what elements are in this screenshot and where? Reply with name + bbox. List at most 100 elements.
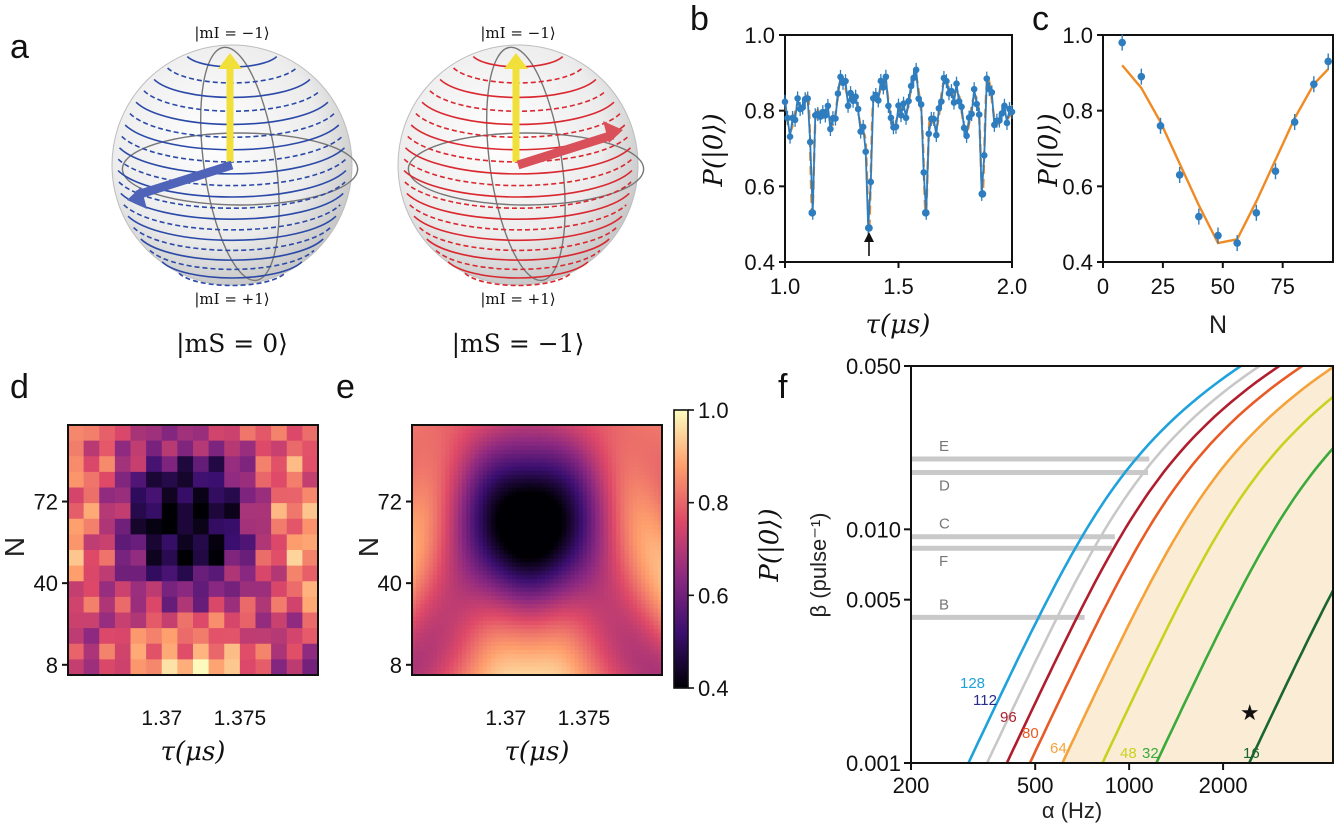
- plot-e-cell: [482, 466, 488, 472]
- plot-e-cell: [420, 520, 426, 526]
- plot-d-cell: [130, 487, 147, 504]
- plot-e-cell: [566, 487, 571, 493]
- plot-e-cell: [645, 508, 651, 514]
- plot-e-cell: [478, 591, 484, 597]
- plot-e-cell: [507, 595, 513, 601]
- plot-e-cell: [416, 633, 421, 639]
- plot-e-cell: [649, 541, 655, 547]
- plot-e-cell: [507, 545, 513, 551]
- plot-e-cell: [591, 429, 596, 434]
- plot-e-cell: [549, 541, 555, 547]
- plot-e-cell: [570, 550, 576, 555]
- plot-e-cell: [445, 466, 451, 472]
- plot-e-cell: [449, 525, 455, 530]
- plot-d-cell: [224, 440, 241, 457]
- plot-e-cell: [566, 583, 571, 589]
- plot-e-cell: [507, 500, 513, 505]
- plot-e-cell: [412, 462, 417, 468]
- plot-e-cell: [537, 429, 542, 434]
- plot-e-cell: [570, 479, 576, 484]
- plot-d-cell: [114, 440, 131, 457]
- plot-e-cell: [482, 529, 488, 534]
- plot-e-cell: [612, 616, 617, 622]
- plot-e-cell: [557, 633, 563, 639]
- plot-e-cell: [428, 575, 434, 580]
- plot-e-cell: [466, 600, 471, 605]
- plot-d-cell: [193, 550, 210, 567]
- plot-e-cell: [445, 616, 451, 622]
- plot-e-cell: [637, 500, 642, 505]
- plot-e-cell: [470, 516, 476, 522]
- plot-e-cell: [453, 491, 459, 497]
- plot-e-cell: [424, 637, 430, 643]
- plot-e-cell: [449, 620, 455, 626]
- plot-e-cell: [441, 425, 446, 430]
- plot-e-cell: [428, 620, 434, 626]
- plot-e-cell: [487, 654, 492, 659]
- plot-e-cell: [503, 425, 509, 430]
- plot-e-cell: [416, 650, 421, 655]
- plot-e-cell: [482, 629, 488, 634]
- plot-e-cell: [566, 558, 571, 564]
- plot-e-cell: [495, 579, 501, 584]
- precession-ring: [117, 158, 347, 187]
- plot-e-cell: [616, 637, 621, 643]
- plot-e-cell: [516, 445, 521, 451]
- plot-e-cell: [578, 658, 584, 664]
- plot-e-cell: [570, 512, 576, 518]
- plot-e-cell: [595, 450, 601, 455]
- plot-e-cell: [503, 458, 509, 464]
- plot-e-cell: [495, 500, 501, 505]
- plot-e-cell: [603, 541, 609, 547]
- plot-e-cell: [632, 620, 638, 626]
- plot-e-cell: [578, 520, 584, 526]
- plot-e-cell: [570, 608, 576, 614]
- plot-e-cell: [445, 641, 451, 647]
- plot-e-cell: [587, 470, 592, 476]
- plot-e-cell: [532, 604, 538, 609]
- plot-e-cell: [462, 595, 467, 601]
- plot-e-cell: [566, 545, 571, 551]
- plot-e-cell: [503, 462, 509, 468]
- plot-e-cell: [578, 529, 584, 534]
- plot-e-cell: [657, 566, 663, 572]
- plot-e-cell: [462, 650, 467, 655]
- plot-e-cell: [541, 666, 546, 672]
- plot-e-cell: [616, 587, 621, 593]
- plot-e-cell: [428, 554, 434, 559]
- plot-e-cell: [570, 537, 576, 543]
- plot-e-cell: [482, 566, 488, 572]
- plot-e-cell: [507, 520, 513, 526]
- plot-d-cell: [239, 503, 256, 520]
- plot-e-cell: [445, 550, 451, 555]
- plot-e-cell: [478, 504, 484, 509]
- plot-e-cell: [432, 654, 438, 659]
- plot-e-cell: [591, 566, 596, 572]
- plot-e-cell: [474, 654, 480, 659]
- plot-e-cell: [424, 616, 430, 622]
- plot-e-cell: [532, 495, 538, 501]
- plot-e-cell: [524, 508, 530, 514]
- plot-e-cell: [570, 433, 576, 439]
- plot-e-cell: [482, 579, 488, 584]
- plot-e-cell: [462, 445, 467, 451]
- plot-e-cell: [432, 633, 438, 639]
- plot-e-cell: [528, 550, 534, 555]
- plot-e-cell: [487, 445, 492, 451]
- plot-e-cell: [449, 454, 455, 459]
- plot-e-cell: [553, 608, 559, 614]
- plot-e-cell: [645, 545, 651, 551]
- plot-e-cell: [457, 562, 463, 568]
- plot-e-cell: [649, 437, 655, 443]
- plot-b-fit-line: [783, 71, 1014, 229]
- plot-e-cell: [487, 608, 492, 614]
- plot-e-cell: [416, 658, 421, 664]
- plot-e-cell: [478, 566, 484, 572]
- plot-e-cell: [616, 550, 621, 555]
- plot-d-cell: [83, 456, 100, 473]
- plot-e-cell: [516, 616, 521, 622]
- plot-e-cell: [428, 641, 434, 647]
- plot-e-cell: [507, 458, 513, 464]
- plot-e-cell: [653, 637, 659, 643]
